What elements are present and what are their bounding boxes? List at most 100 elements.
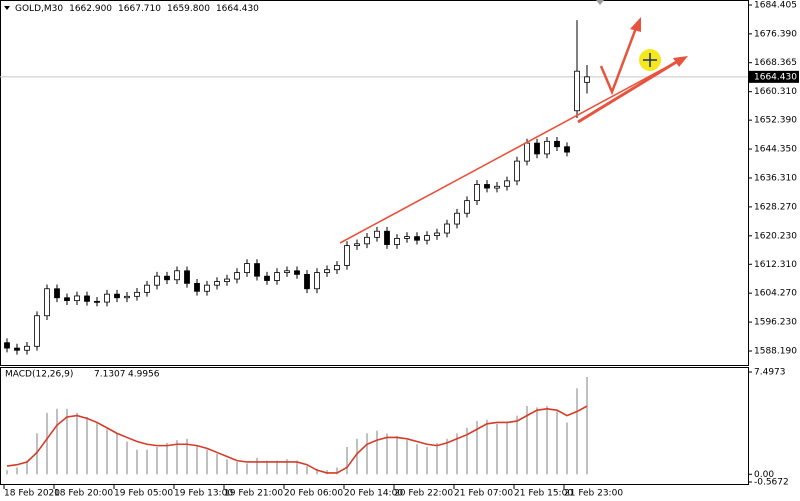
- macd-bar: [16, 467, 18, 475]
- header-value: 1659.800: [167, 4, 210, 14]
- macd-bar: [426, 446, 428, 475]
- candle-body: [74, 295, 80, 302]
- candle-body: [364, 236, 370, 245]
- shift-marker: [596, 0, 604, 5]
- macd-bar: [236, 461, 238, 475]
- macd-bar: [306, 466, 308, 475]
- candle-body: [354, 243, 360, 247]
- macd-bar: [6, 470, 8, 475]
- header-value: 1667.710: [118, 4, 161, 14]
- macd-value: 7.1307: [94, 370, 126, 380]
- candle-body: [204, 284, 210, 292]
- macd-bar: [76, 412, 78, 475]
- x-tick-label: 20 Feb 06:00: [284, 489, 343, 499]
- macd-bar: [46, 412, 48, 475]
- current-price-label: 1664.430: [754, 72, 797, 82]
- y-tick-label: 1628.270: [754, 202, 797, 212]
- candle-body: [264, 275, 270, 281]
- x-tick-label: 21 Feb 23:00: [564, 489, 623, 499]
- y-tick-label: 7.4973: [754, 368, 786, 378]
- candle-body: [224, 278, 230, 282]
- macd-bar: [436, 442, 438, 475]
- macd-bar: [66, 408, 68, 475]
- macd-bar: [216, 453, 218, 475]
- macd-bar: [366, 433, 368, 475]
- candle-body: [244, 263, 250, 273]
- candle-body: [34, 315, 40, 347]
- candle-body: [114, 293, 120, 299]
- macd-bar: [246, 463, 248, 475]
- y-tick-label: 0.00: [754, 470, 774, 480]
- macd-bar: [166, 442, 168, 475]
- macd-bar: [176, 440, 178, 475]
- macd-bar: [96, 422, 98, 475]
- macd-bar: [36, 433, 38, 475]
- symbol: GOLD,M30: [15, 4, 63, 14]
- macd-frame: [0, 367, 749, 485]
- candle-body: [164, 275, 170, 281]
- macd-bar: [346, 446, 348, 475]
- macd-bar: [26, 460, 28, 475]
- macd-bar: [446, 438, 448, 475]
- candle-body: [404, 236, 410, 239]
- candle-body: [294, 270, 300, 275]
- annotations: [339, 17, 688, 244]
- macd-bar: [526, 406, 528, 475]
- macd-bar: [356, 438, 358, 475]
- header-arrow: [4, 6, 10, 10]
- x-tick-label: 19 Feb 05:00: [114, 489, 173, 499]
- macd-bar: [256, 457, 258, 475]
- macd-bar: [226, 459, 228, 475]
- candle-body: [324, 269, 330, 273]
- candle-body: [304, 273, 310, 290]
- candle-body: [234, 272, 240, 280]
- candle-body: [444, 223, 450, 234]
- candle-body: [434, 232, 440, 236]
- macd-bar: [566, 422, 568, 475]
- macd-bar: [116, 433, 118, 475]
- candle-body: [64, 297, 70, 302]
- y-tick-label: 1684.405: [754, 1, 797, 11]
- candle-body: [4, 342, 10, 349]
- macd-bar: [576, 388, 578, 475]
- candle-body: [554, 140, 560, 148]
- candle-body: [334, 264, 340, 271]
- macd-bar: [286, 459, 288, 475]
- arrow-head: [673, 56, 688, 67]
- x-tick-label: 20 Feb 22:00: [394, 489, 453, 499]
- macd-bar: [136, 449, 138, 475]
- macd-bar: [156, 446, 158, 475]
- current-price-box: [749, 70, 799, 83]
- main-frame: [0, 0, 749, 366]
- candle-body: [474, 184, 480, 202]
- candle-body: [134, 291, 140, 297]
- macd-bar: [486, 419, 488, 475]
- macd-bar: [126, 441, 128, 475]
- candle-body: [154, 275, 160, 286]
- candle-body: [314, 272, 320, 290]
- macd-bar: [336, 467, 338, 475]
- candle-body: [374, 230, 380, 238]
- y-tick-label: 1636.310: [754, 173, 797, 183]
- candle-body: [174, 270, 180, 281]
- macd-bar: [416, 444, 418, 475]
- macd-name: MACD(12,26,9): [5, 370, 73, 380]
- macd-bar: [206, 449, 208, 475]
- candle-body: [584, 76, 590, 83]
- candle-body: [564, 146, 570, 153]
- candle-body: [454, 212, 460, 225]
- macd-bar: [496, 423, 498, 475]
- header: GOLD,M30 1662.900 1667.710 1659.800 1664.430: [15, 4, 259, 14]
- candle-body: [144, 284, 150, 293]
- macd-signal-value: 4.9956: [128, 370, 160, 380]
- macd-bar: [556, 411, 558, 475]
- macd-bar: [56, 408, 58, 475]
- candle-body: [44, 288, 50, 317]
- candle-body: [344, 245, 350, 266]
- candle-body: [194, 282, 200, 292]
- macd-bar: [456, 433, 458, 475]
- macd-bar: [266, 460, 268, 475]
